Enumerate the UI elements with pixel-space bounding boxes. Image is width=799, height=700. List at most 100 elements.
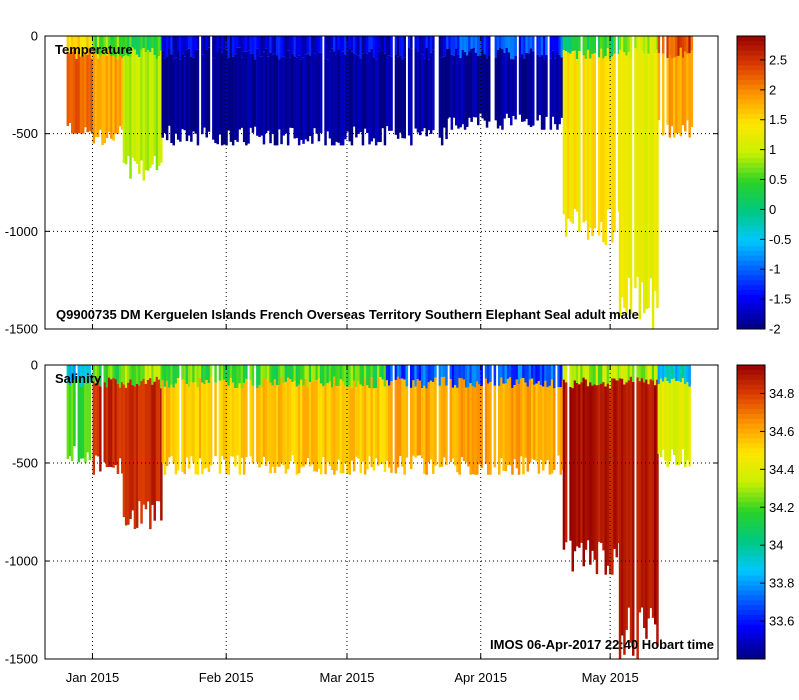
profile-column bbox=[308, 365, 312, 467]
profile-column bbox=[627, 36, 631, 278]
profile-column bbox=[203, 36, 206, 128]
profile-column bbox=[548, 365, 552, 475]
profile-column bbox=[317, 365, 321, 469]
profile-column bbox=[284, 365, 288, 474]
profile-column bbox=[284, 36, 288, 134]
plot-frame bbox=[44, 364, 719, 660]
profile-column bbox=[304, 365, 307, 465]
profile-column bbox=[133, 365, 137, 530]
profile-column bbox=[302, 365, 305, 467]
profile-column bbox=[455, 36, 458, 126]
profile-column bbox=[94, 36, 98, 138]
profile-column bbox=[679, 365, 683, 464]
profile-column bbox=[595, 365, 599, 575]
profile-column bbox=[662, 365, 665, 450]
profile-column bbox=[427, 365, 431, 463]
colorbar-tick-label: 34.2 bbox=[769, 500, 794, 515]
profile-column bbox=[138, 36, 141, 174]
plot-frame bbox=[44, 35, 719, 330]
profile-column bbox=[293, 36, 296, 139]
profile-column bbox=[306, 365, 310, 459]
profile-column bbox=[71, 365, 74, 462]
profile-column bbox=[176, 36, 180, 140]
profile-column bbox=[656, 365, 659, 647]
profile-column bbox=[124, 365, 128, 526]
colorbar: 2.5 2 1.5 1 0.5 0 -0.5 -1 -1.5 -2 bbox=[736, 35, 791, 337]
profile-column bbox=[355, 36, 358, 138]
profile-column bbox=[168, 365, 171, 458]
profile-column bbox=[483, 36, 487, 121]
profile-column bbox=[135, 365, 139, 528]
profile-column bbox=[103, 365, 106, 463]
profile-column bbox=[511, 365, 514, 475]
profile-column bbox=[370, 36, 373, 142]
y-tick-label: 0 bbox=[31, 358, 38, 373]
profile-column bbox=[190, 36, 193, 142]
profile-column bbox=[418, 36, 422, 136]
profile-column bbox=[611, 365, 614, 575]
profile-column bbox=[214, 36, 217, 144]
profile-column bbox=[350, 365, 354, 461]
profile-column bbox=[452, 36, 456, 118]
profile-column bbox=[684, 365, 687, 467]
profile-column bbox=[319, 365, 323, 475]
profile-column bbox=[377, 36, 380, 143]
profile-column bbox=[481, 36, 484, 119]
profile-column bbox=[372, 365, 376, 471]
profile-column bbox=[518, 36, 522, 115]
profile-column bbox=[462, 365, 466, 462]
profile-column bbox=[79, 365, 83, 459]
profile-column bbox=[465, 365, 468, 463]
profile-column bbox=[328, 365, 332, 467]
profile-column bbox=[133, 36, 137, 162]
profile-column bbox=[229, 365, 233, 457]
profile-column bbox=[73, 36, 76, 134]
profile-column bbox=[675, 365, 678, 466]
y-tick-label: -1500 bbox=[5, 652, 38, 667]
profile-column bbox=[170, 365, 173, 456]
profile-column bbox=[654, 36, 657, 291]
profile-column bbox=[525, 36, 528, 119]
profile-column bbox=[613, 365, 616, 549]
profile-column bbox=[286, 36, 290, 146]
profile-column bbox=[82, 365, 85, 459]
temperature-panel: 0 -500 -1000 -1500 Temperature Q9900735 DM Ke… bbox=[5, 29, 792, 337]
profile-column bbox=[399, 36, 402, 133]
profile-column bbox=[539, 365, 543, 460]
profile-column bbox=[551, 36, 555, 117]
profile-column bbox=[291, 36, 294, 129]
profile-column bbox=[416, 36, 420, 133]
profile-column bbox=[414, 36, 417, 129]
profile-column bbox=[681, 36, 685, 126]
profile-column bbox=[82, 36, 85, 134]
profile-column bbox=[434, 365, 437, 466]
profile-column bbox=[690, 36, 694, 128]
profile-column bbox=[449, 365, 453, 463]
profile-column bbox=[151, 36, 154, 165]
profile-column bbox=[352, 36, 356, 127]
profile-column bbox=[621, 36, 624, 298]
profile-column bbox=[187, 365, 191, 469]
profile-column bbox=[77, 365, 81, 463]
profile-column bbox=[273, 36, 277, 146]
profile-column bbox=[474, 36, 478, 118]
profile-column bbox=[458, 365, 461, 475]
profile-column bbox=[686, 36, 689, 121]
profile-column bbox=[161, 36, 164, 138]
profile-column bbox=[368, 365, 371, 457]
profile-column bbox=[584, 365, 588, 550]
profile-column bbox=[103, 36, 106, 144]
profile-column bbox=[425, 365, 428, 475]
colorbar-tick-label: -2 bbox=[769, 322, 781, 337]
profile-column bbox=[670, 365, 674, 450]
profile-column bbox=[385, 365, 389, 461]
profile-column bbox=[608, 36, 612, 209]
profile-column bbox=[185, 36, 189, 142]
profile-column bbox=[96, 36, 100, 137]
profile-column bbox=[289, 365, 292, 462]
profile-column bbox=[489, 365, 492, 475]
y-tick-label: -1000 bbox=[5, 224, 38, 239]
profile-columns bbox=[66, 36, 694, 329]
profile-column bbox=[396, 36, 400, 139]
profile-column bbox=[370, 365, 373, 468]
